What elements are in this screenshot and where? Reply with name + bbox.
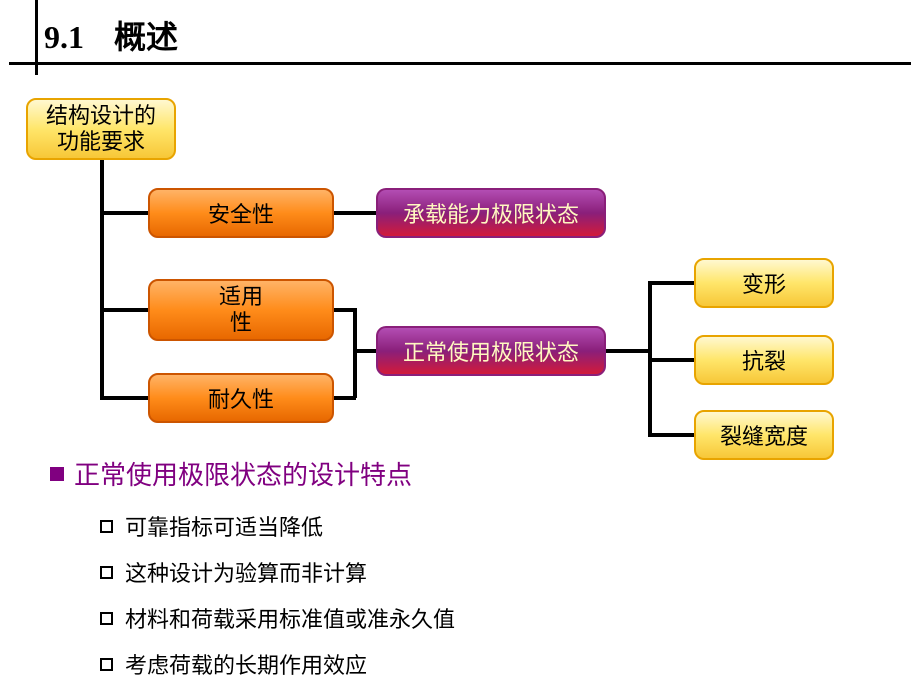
bullet-list: 可靠指标可适当降低这种设计为验算而非计算材料和荷载采用标准值或准永久值考虑荷载的… <box>100 510 455 680</box>
conn-l3-h-0 <box>648 281 694 285</box>
conn-l1-l2b-v <box>353 308 357 398</box>
title-text: 概述 <box>114 12 178 58</box>
node-l3-0: 变形 <box>694 258 834 308</box>
node-l2-1: 正常使用极限状态 <box>376 326 606 376</box>
bullet-item-text: 这种设计为验算而非计算 <box>125 556 367 588</box>
section-heading-text: 正常使用极限状态的设计特点 <box>74 455 412 492</box>
title-number: 9.1 <box>44 19 84 56</box>
conn-l1-h-2 <box>100 396 148 400</box>
node-l3-2: 裂缝宽度 <box>694 410 834 460</box>
conn-l1-l2a <box>334 211 376 215</box>
section-heading: 正常使用极限状态的设计特点 <box>50 455 455 492</box>
conn-l3-h-2 <box>648 433 694 437</box>
conn-root-v <box>100 160 104 400</box>
bullet-item-1: 这种设计为验算而非计算 <box>100 556 455 588</box>
conn-l3-h-1 <box>648 358 694 362</box>
bullet-section: 正常使用极限状态的设计特点 可靠指标可适当降低这种设计为验算而非计算材料和荷载采… <box>50 455 455 694</box>
conn-l1-l2b-h2 <box>353 349 376 353</box>
bullet-item-text: 考虑荷载的长期作用效应 <box>125 648 367 680</box>
bullet-item-text: 可靠指标可适当降低 <box>125 510 323 542</box>
node-l2-0: 承载能力极限状态 <box>376 188 606 238</box>
bullet-item-text: 材料和荷载采用标准值或准永久值 <box>125 602 455 634</box>
title-vertical-tick <box>35 0 38 75</box>
node-l1-2: 耐久性 <box>148 373 334 423</box>
conn-l1-h-1 <box>100 308 148 312</box>
title-underline <box>9 62 911 65</box>
slide-title: 9.1 概述 <box>44 12 178 58</box>
bullet-item-3: 考虑荷载的长期作用效应 <box>100 648 455 680</box>
node-l1-0: 安全性 <box>148 188 334 238</box>
node-l3-1: 抗裂 <box>694 335 834 385</box>
conn-l1-h-0 <box>100 211 148 215</box>
conn-l2b-l3-h <box>606 349 650 353</box>
bullet-item-0: 可靠指标可适当降低 <box>100 510 455 542</box>
node-l1-1: 适用性 <box>148 279 334 341</box>
bullet-item-2: 材料和荷载采用标准值或准永久值 <box>100 602 455 634</box>
node-root: 结构设计的功能要求 <box>26 98 176 160</box>
